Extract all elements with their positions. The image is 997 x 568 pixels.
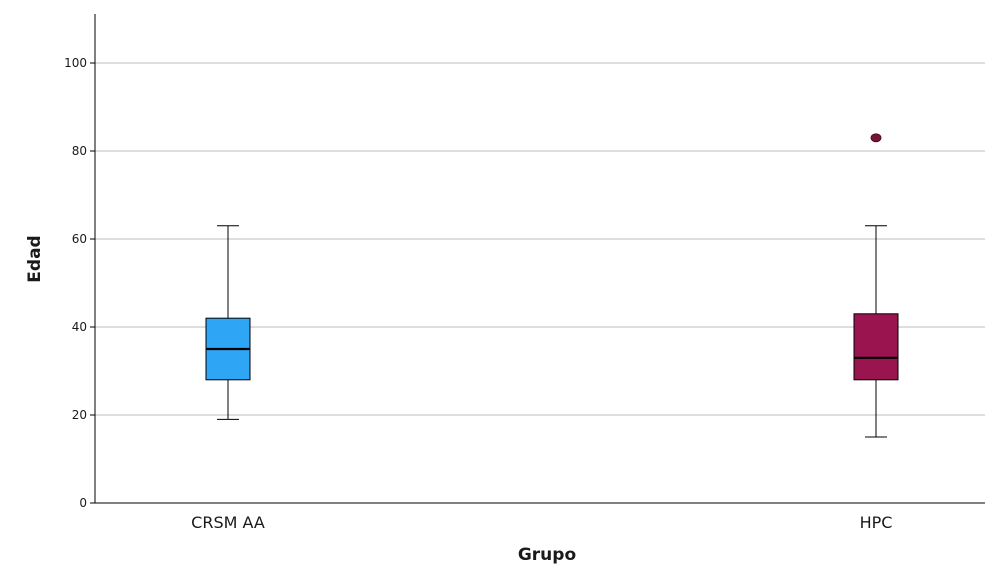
y-tick-label: 40	[72, 320, 87, 334]
x-axis-title: Grupo	[518, 545, 576, 565]
y-tick-label: 60	[72, 232, 87, 246]
iqr-box	[853, 313, 899, 381]
x-category-label: CRSM AA	[191, 513, 265, 532]
axes	[94, 14, 985, 504]
y-tick-labels: 0 20 40 60 80 100	[64, 56, 95, 510]
y-axis-title: Edad	[25, 235, 45, 282]
box-group	[205, 225, 251, 420]
boxes	[205, 133, 899, 438]
outlier-point	[870, 133, 882, 143]
x-category-labels: CRSM AA HPC	[191, 513, 892, 532]
y-tick-label: 100	[64, 56, 87, 70]
y-tick-label: 0	[79, 496, 87, 510]
x-category-label: HPC	[860, 513, 893, 532]
y-tick-label: 20	[72, 408, 87, 422]
box-group	[853, 133, 899, 438]
y-tick-label: 80	[72, 144, 87, 158]
